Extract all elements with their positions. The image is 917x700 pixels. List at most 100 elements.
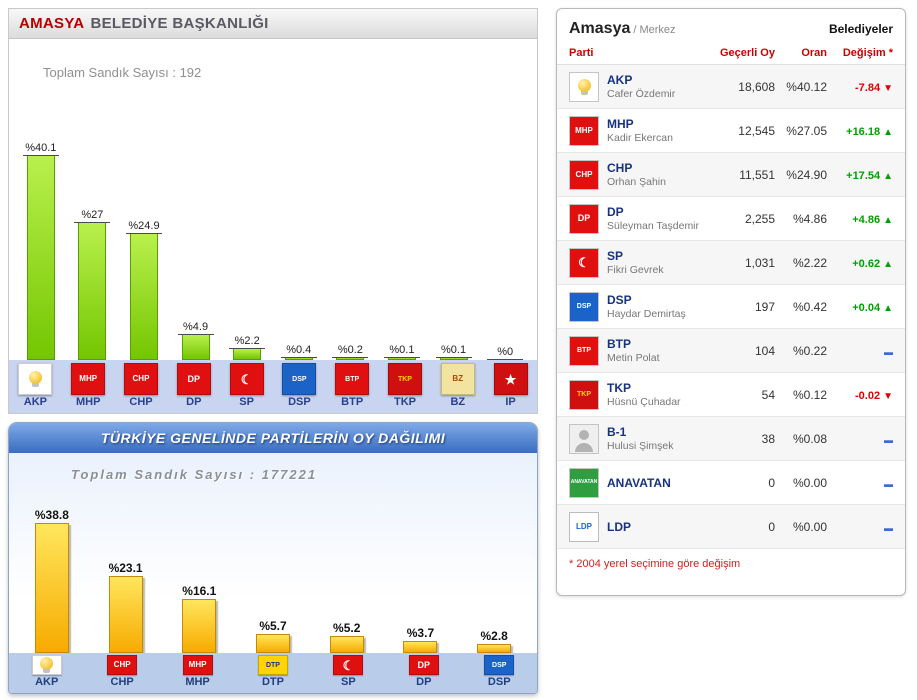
change-cell: -7.84 ▼ [827, 78, 893, 96]
party-strip-item-dp: DP DP [386, 655, 461, 693]
oran-value: %0.08 [792, 431, 827, 446]
bar-value-label: %0.4 [286, 344, 312, 356]
trend-down-icon: ▼ [883, 390, 893, 402]
candidate-name: Metin Polat [607, 352, 660, 364]
change-cell: ▬ [827, 518, 893, 536]
national-bar-chart: %38.8 %23.1 %16.1 %5.7 %5.2 %3.7 %2.8 [15, 485, 531, 653]
mhp-logo-icon: MHP [569, 115, 599, 146]
bar-value-label: %5.7 [259, 619, 287, 633]
oran-value: %0.22 [792, 343, 827, 358]
party-abbr: DSP [607, 293, 632, 307]
result-row-btp[interactable]: BTP BTP Metin Polat 104 %0.22 ▬ [557, 329, 905, 373]
trend-flat-icon: ▬ [884, 434, 893, 445]
party-abbr: DP [607, 205, 624, 219]
party-strip-item-akp: AKP [9, 363, 62, 413]
party-abbr-label: DSP [288, 396, 311, 408]
bar-value-label: %2.2 [234, 335, 260, 347]
bar-chp [108, 576, 143, 653]
tab-belediyeler[interactable]: Belediyeler [828, 22, 893, 36]
oran-value: %40.12 [786, 79, 827, 94]
party-abbr: B-1 [607, 425, 627, 439]
local-party-strip: AKP MHP MHP CHP CHP DP DP ☾ SP DSP DSP BTP BTP TKP TKP… [9, 360, 537, 413]
party-strip-item-mhp: MHP MHP [62, 363, 115, 413]
ip-logo-icon: ★ [493, 363, 528, 395]
change-value: +0.04 [852, 301, 881, 314]
sp-logo-icon: ☾ [333, 655, 364, 675]
trend-up-icon: ▲ [883, 214, 893, 226]
party-strip-item-chp: CHP CHP [84, 655, 159, 693]
bar-value-label: %0.1 [389, 344, 415, 356]
party-abbr-label: BZ [450, 396, 466, 408]
result-row-anavatan[interactable]: ANAVATAN ANAVATAN 0 %0.00 ▬ [557, 461, 905, 505]
bar-top-tick [74, 222, 111, 223]
dp-logo-icon: DP [408, 655, 439, 675]
bar-btp [336, 358, 365, 360]
result-row-mhp[interactable]: MHP MHP Kadir Ekercan 12,545 %27.05 +16.18 ▲ [557, 109, 905, 153]
results-table-panel: Amasya / Merkez Belediyeler Parti Geçerli… [556, 8, 906, 596]
change-cell: +4.86 ▲ [827, 210, 893, 228]
chp-logo-icon: CHP [569, 159, 599, 190]
bar-column-chp: %24.9 [118, 220, 170, 360]
candidate-name: Kadir Ekercan [607, 132, 673, 144]
oran-value: %27.05 [786, 123, 827, 138]
change-value: -0.02 [855, 389, 881, 402]
result-row-sp[interactable]: ☾ SP Fikri Gevrek 1,031 %2.22 +0.62 ▲ [557, 241, 905, 285]
result-row-dp[interactable]: DP DP Süleyman Taşdemir 2,255 %4.86 +4.86 ▲ [557, 197, 905, 241]
change-cell: -0.02 ▼ [827, 386, 893, 404]
party-strip-item-dp: DP DP [167, 363, 220, 413]
result-row-chp[interactable]: CHP CHP Orhan Şahin 11,551 %24.90 +17.54 ▲ [557, 153, 905, 197]
party-info: AKP Cafer Özdemir [607, 73, 711, 100]
change-value: -7.84 [855, 81, 881, 94]
change-cell: ▬ [827, 430, 893, 448]
party-abbr-label: BTP [341, 396, 364, 408]
bar-value-label: %5.2 [333, 621, 361, 635]
change-footnote: * 2004 yerel seçimine göre değişim [569, 558, 741, 570]
candidate-name: Süleyman Taşdemir [607, 220, 700, 232]
bar-column-chp: %23.1 [89, 561, 163, 653]
party-abbr-label: DP [416, 676, 432, 688]
votes-value: 0 [768, 475, 775, 490]
candidate-name: Orhan Şahin [607, 176, 666, 188]
local-results-panel: AMASYA BELEDİYE BAŞKANLIĞI Toplam Sandık … [8, 8, 538, 414]
dp-logo-icon: DP [176, 363, 211, 395]
btp-logo-icon: BTP [569, 335, 599, 366]
result-row-tkp[interactable]: TKP TKP Hüsnü Çuhadar 54 %0.12 -0.02 ▼ [557, 373, 905, 417]
oran-value: %24.90 [786, 167, 827, 182]
results-region: Amasya [569, 20, 631, 37]
party-abbr: BTP [607, 337, 631, 351]
result-row-b-1[interactable]: B-1 Hulusi Şimşek 38 %0.08 ▬ [557, 417, 905, 461]
result-row-ldp[interactable]: LDP LDP 0 %0.00 ▬ [557, 505, 905, 549]
bar-sp [329, 636, 364, 653]
result-row-dsp[interactable]: DSP DSP Haydar Demirtaş 197 %0.42 +0.04 ▲ [557, 285, 905, 329]
oran-value: %2.22 [792, 255, 827, 270]
dtp-logo-icon: DTP [257, 655, 288, 675]
bar-value-label: %0 [497, 346, 514, 358]
bar-column-btp: %0.2 [325, 344, 377, 360]
party-info: CHP Orhan Şahin [607, 161, 711, 188]
local-bar-chart: %40.1 %27 %24.9 %4.9 %2.2 %0.4 %0.2 %0.1 %0.1 %0 [15, 128, 531, 360]
party-strip-item-bz: BZ BZ [431, 363, 484, 413]
national-ballot-count: Toplam Sandık Sayısı : 177221 [71, 467, 318, 482]
local-ballot-count: Toplam Sandık Sayısı : 192 [43, 65, 202, 80]
bar-top-tick [280, 357, 317, 358]
dp-logo-icon: DP [569, 203, 599, 234]
bar-column-mhp: %27 [67, 209, 119, 360]
bar-column-dtp: %5.7 [236, 619, 310, 653]
dsp-logo-icon: DSP [569, 291, 599, 322]
sp-logo-icon: ☾ [569, 247, 599, 278]
votes-value: 197 [754, 299, 775, 314]
mhp-logo-icon: MHP [182, 655, 213, 675]
votes-value: 2,255 [744, 211, 775, 226]
column-parti: Parti [569, 47, 594, 59]
bar-tkp [387, 358, 416, 360]
tkp-logo-icon: TKP [569, 379, 599, 410]
bar-column-akp: %40.1 [15, 142, 67, 360]
party-info: DP Süleyman Taşdemir [607, 205, 711, 232]
dsp-logo-icon: DSP [484, 655, 515, 675]
party-strip-item-sp: ☾ SP [220, 363, 273, 413]
region-title: AMASYA [19, 15, 85, 32]
bar-top-tick [487, 359, 524, 360]
change-cell: +17.54 ▲ [827, 166, 893, 184]
result-row-akp[interactable]: AKP Cafer Özdemir 18,608 %40.12 -7.84 ▼ [557, 65, 905, 109]
